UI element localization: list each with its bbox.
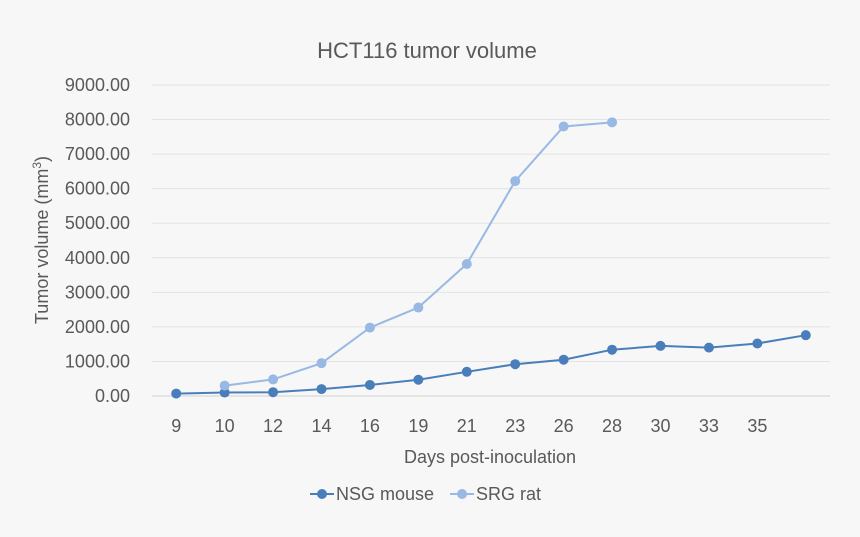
y-tick-label: 1000.00	[65, 351, 130, 371]
x-tick-label: 16	[360, 416, 380, 436]
y-tick-label: 3000.00	[65, 282, 130, 302]
legend-dot-marker	[457, 489, 468, 499]
srg-rat-point	[558, 121, 569, 132]
legend-dot-marker	[317, 489, 327, 499]
srg-rat-point	[316, 358, 327, 369]
x-tick-label: 23	[505, 416, 525, 436]
y-tick-label: 0.00	[95, 386, 130, 406]
y-tick-label: 7000.00	[65, 144, 130, 164]
x-tick-label: 30	[650, 416, 670, 436]
nsg-mouse-point	[268, 387, 279, 398]
y-tick-label: 9000.00	[65, 75, 130, 95]
legend-label: NSG mouse	[336, 484, 434, 504]
x-tick-label: 35	[747, 416, 767, 436]
x-tick-label: 19	[408, 416, 428, 436]
srg-rat-point	[268, 374, 279, 385]
x-tick-label: 33	[699, 416, 719, 436]
nsg-mouse-point	[316, 384, 327, 395]
y-tick-label: 4000.00	[65, 248, 130, 268]
chart-title: HCT116 tumor volume	[317, 38, 537, 63]
x-tick-label: 14	[311, 416, 331, 436]
nsg-mouse-point	[413, 374, 424, 385]
y-tick-label: 8000.00	[65, 110, 130, 130]
nsg-mouse-line	[176, 334, 806, 395]
x-tick-label: 12	[263, 416, 283, 436]
srg-rat-point	[413, 302, 424, 313]
nsg-mouse-point	[655, 340, 666, 351]
nsg-mouse-point	[219, 387, 230, 398]
nsg-mouse-point	[800, 330, 811, 341]
gridlines	[152, 84, 830, 397]
y-axis-title-main: Tumor volume (mm	[32, 169, 52, 324]
srg-rat-point	[461, 258, 472, 269]
x-tick-label: 10	[215, 416, 235, 436]
srg-rat-point	[219, 380, 230, 391]
nsg-mouse-point	[364, 379, 375, 390]
nsg-mouse-point	[510, 359, 521, 370]
y-axis-title-close: )	[32, 156, 52, 162]
y-tick-label: 2000.00	[65, 317, 130, 337]
srg-rat-point	[364, 322, 375, 333]
nsg-mouse-point	[171, 388, 182, 399]
nsg-mouse-point	[558, 354, 569, 365]
series-lines	[171, 117, 811, 399]
legend-item-nsg-mouse: NSG mouse	[310, 484, 434, 504]
y-tick-label: 5000.00	[65, 213, 130, 233]
srg-rat-point	[510, 176, 521, 187]
legend-label: SRG rat	[476, 484, 541, 504]
y-axis-title-superscript: 3	[30, 162, 44, 169]
x-tick-label: 21	[457, 416, 477, 436]
x-tick-label: 9	[171, 416, 181, 436]
y-axis-title: Tumor volume (mm3)	[30, 156, 52, 324]
x-axis-ticks: 9 10 12 14 16 19 21 23 26 28 30 33 35	[171, 416, 767, 436]
nsg-mouse-point	[703, 342, 714, 353]
nsg-mouse-point	[461, 366, 472, 377]
legend: NSG mouse SRG rat	[310, 484, 541, 504]
x-tick-label: 28	[602, 416, 622, 436]
y-tick-label: 6000.00	[65, 179, 130, 199]
srg-rat-line	[224, 121, 613, 387]
nsg-mouse-point	[752, 338, 763, 349]
nsg-mouse-point	[607, 344, 618, 355]
srg-rat-point	[607, 117, 618, 128]
x-axis-title: Days post-inoculation	[404, 447, 576, 467]
x-tick-label: 26	[554, 416, 574, 436]
y-axis-ticks: 0.00 1000.00 2000.00 3000.00 4000.00 5000.00 6…	[65, 75, 130, 406]
legend-item-srg-rat: SRG rat	[450, 484, 541, 504]
